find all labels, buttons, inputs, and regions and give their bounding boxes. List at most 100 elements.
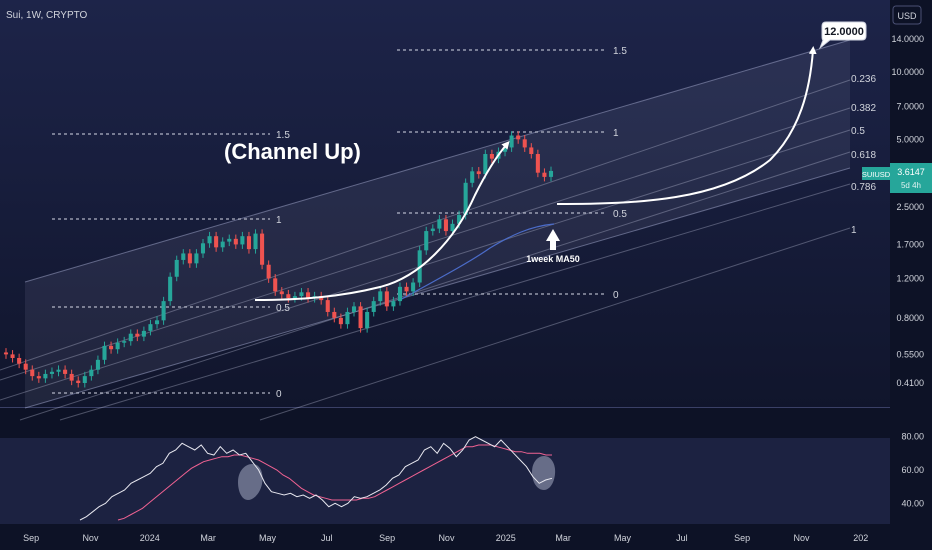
candle-body — [483, 154, 488, 175]
rsi-ticks: 80.00 60.00 40.00 — [901, 432, 924, 509]
candle-body — [233, 238, 238, 245]
price-tick-label: 5.0000 — [896, 134, 924, 144]
rsi-tick-label: 80.00 — [901, 432, 924, 442]
time-tick-label: Jul — [676, 533, 688, 543]
time-ticks: Sep Nov 2024 Mar May Jul Sep Nov 2025 Mar May Jul Se… — [23, 533, 868, 543]
candle-body — [49, 371, 54, 374]
candle-body — [299, 292, 304, 297]
candle-body — [286, 294, 291, 299]
candle-body — [411, 282, 416, 292]
candle-body — [351, 306, 357, 312]
candle-body — [220, 241, 225, 248]
candle-body — [489, 154, 494, 159]
candle-body — [168, 276, 173, 302]
time-tick-label: Sep — [734, 533, 750, 543]
candle-body — [76, 380, 81, 383]
rsi-line — [79, 436, 553, 521]
candle-body — [43, 373, 48, 379]
candle-body — [141, 330, 146, 337]
fib-line-1 — [259, 227, 851, 421]
price-tick-label: 10.0000 — [891, 67, 924, 77]
channel-up-label: (Channel Up) — [224, 139, 361, 164]
price-tick-label: 0.5500 — [896, 349, 924, 359]
time-axis — [0, 524, 932, 550]
candle-body — [95, 359, 100, 370]
candle-body — [365, 311, 370, 329]
candle-body — [319, 296, 324, 301]
fib-label-15-right: 1.5 — [613, 46, 627, 57]
time-tick-label: Mar — [555, 533, 571, 543]
ma50-label: 1week MA50 — [526, 254, 580, 264]
fib-label-1-left: 1 — [276, 215, 282, 226]
candle-body — [509, 135, 514, 148]
candle-body — [332, 311, 337, 318]
candle-body — [56, 369, 61, 372]
candle-body — [516, 135, 521, 140]
candle-body — [227, 238, 232, 242]
candle-body — [69, 373, 74, 381]
currency-button[interactable] — [892, 5, 922, 25]
candle-body — [128, 333, 133, 342]
candle-body — [424, 231, 429, 251]
candle-body — [187, 253, 192, 264]
time-tick-label: Sep — [23, 533, 39, 543]
time-tick-label: Jul — [321, 533, 333, 543]
candle-body — [253, 233, 258, 250]
time-tick-label: 2024 — [140, 533, 160, 543]
projection-arrow — [556, 46, 817, 205]
candle-body — [240, 236, 245, 245]
price-tag — [890, 163, 932, 193]
candle-body — [542, 172, 547, 177]
candle-body — [443, 219, 448, 232]
channel-lower-line — [24, 167, 851, 409]
symbol-tag — [862, 167, 890, 180]
candle-body — [82, 376, 87, 383]
candle-body — [529, 147, 534, 155]
candle-body — [109, 345, 114, 350]
price-tick-label: 0.4100 — [896, 378, 924, 388]
fib-label-1-right: 1 — [613, 128, 619, 139]
candle-body — [397, 286, 403, 302]
candle-body — [457, 214, 462, 224]
price-tick-label: 14.0000 — [891, 34, 924, 44]
candle-body — [115, 342, 120, 350]
candle-body — [154, 320, 160, 325]
symbol-tag-text: SUIUSD — [862, 170, 891, 179]
rsi-ma-line — [117, 444, 552, 521]
candle-body — [273, 278, 278, 292]
candle-body — [345, 311, 350, 325]
ma50-line — [399, 223, 555, 301]
fib-label-0-left: 0 — [276, 389, 282, 400]
price-axis — [890, 0, 932, 524]
channel-level-1: 1 — [851, 225, 857, 236]
channel-level-05: 0.5 — [851, 126, 865, 137]
candle-body — [174, 259, 179, 277]
candle-body — [63, 369, 68, 374]
fib-label-15-left: 1.5 — [276, 130, 290, 141]
candle-body — [292, 296, 297, 299]
price-tag-countdown: 5d 4h — [901, 181, 921, 190]
candle-body — [214, 236, 219, 248]
candle-body — [266, 264, 271, 279]
rsi-highlight-1 — [238, 464, 263, 500]
candle-body — [476, 171, 481, 175]
rally-arrow — [254, 140, 510, 301]
candle-body — [161, 301, 166, 321]
channel-level-0236: 0.236 — [851, 74, 876, 85]
candle-body — [17, 357, 22, 364]
candle-body — [181, 253, 186, 260]
candle-body — [89, 369, 94, 377]
target-bubble — [818, 21, 867, 50]
price-tick-label: 2.5000 — [896, 202, 924, 212]
fib-line-0618 — [19, 151, 851, 421]
currency-label: USD — [897, 11, 917, 21]
time-tick-label: 202 — [853, 533, 868, 543]
current-price-tag: SUIUSD 3.6147 5d 4h — [862, 163, 932, 193]
candle-body — [358, 306, 363, 329]
candle-body — [122, 341, 127, 343]
rsi-tick-label: 40.00 — [901, 498, 924, 508]
candle-body — [463, 182, 468, 215]
channel-level-0618: 0.618 — [851, 150, 876, 161]
